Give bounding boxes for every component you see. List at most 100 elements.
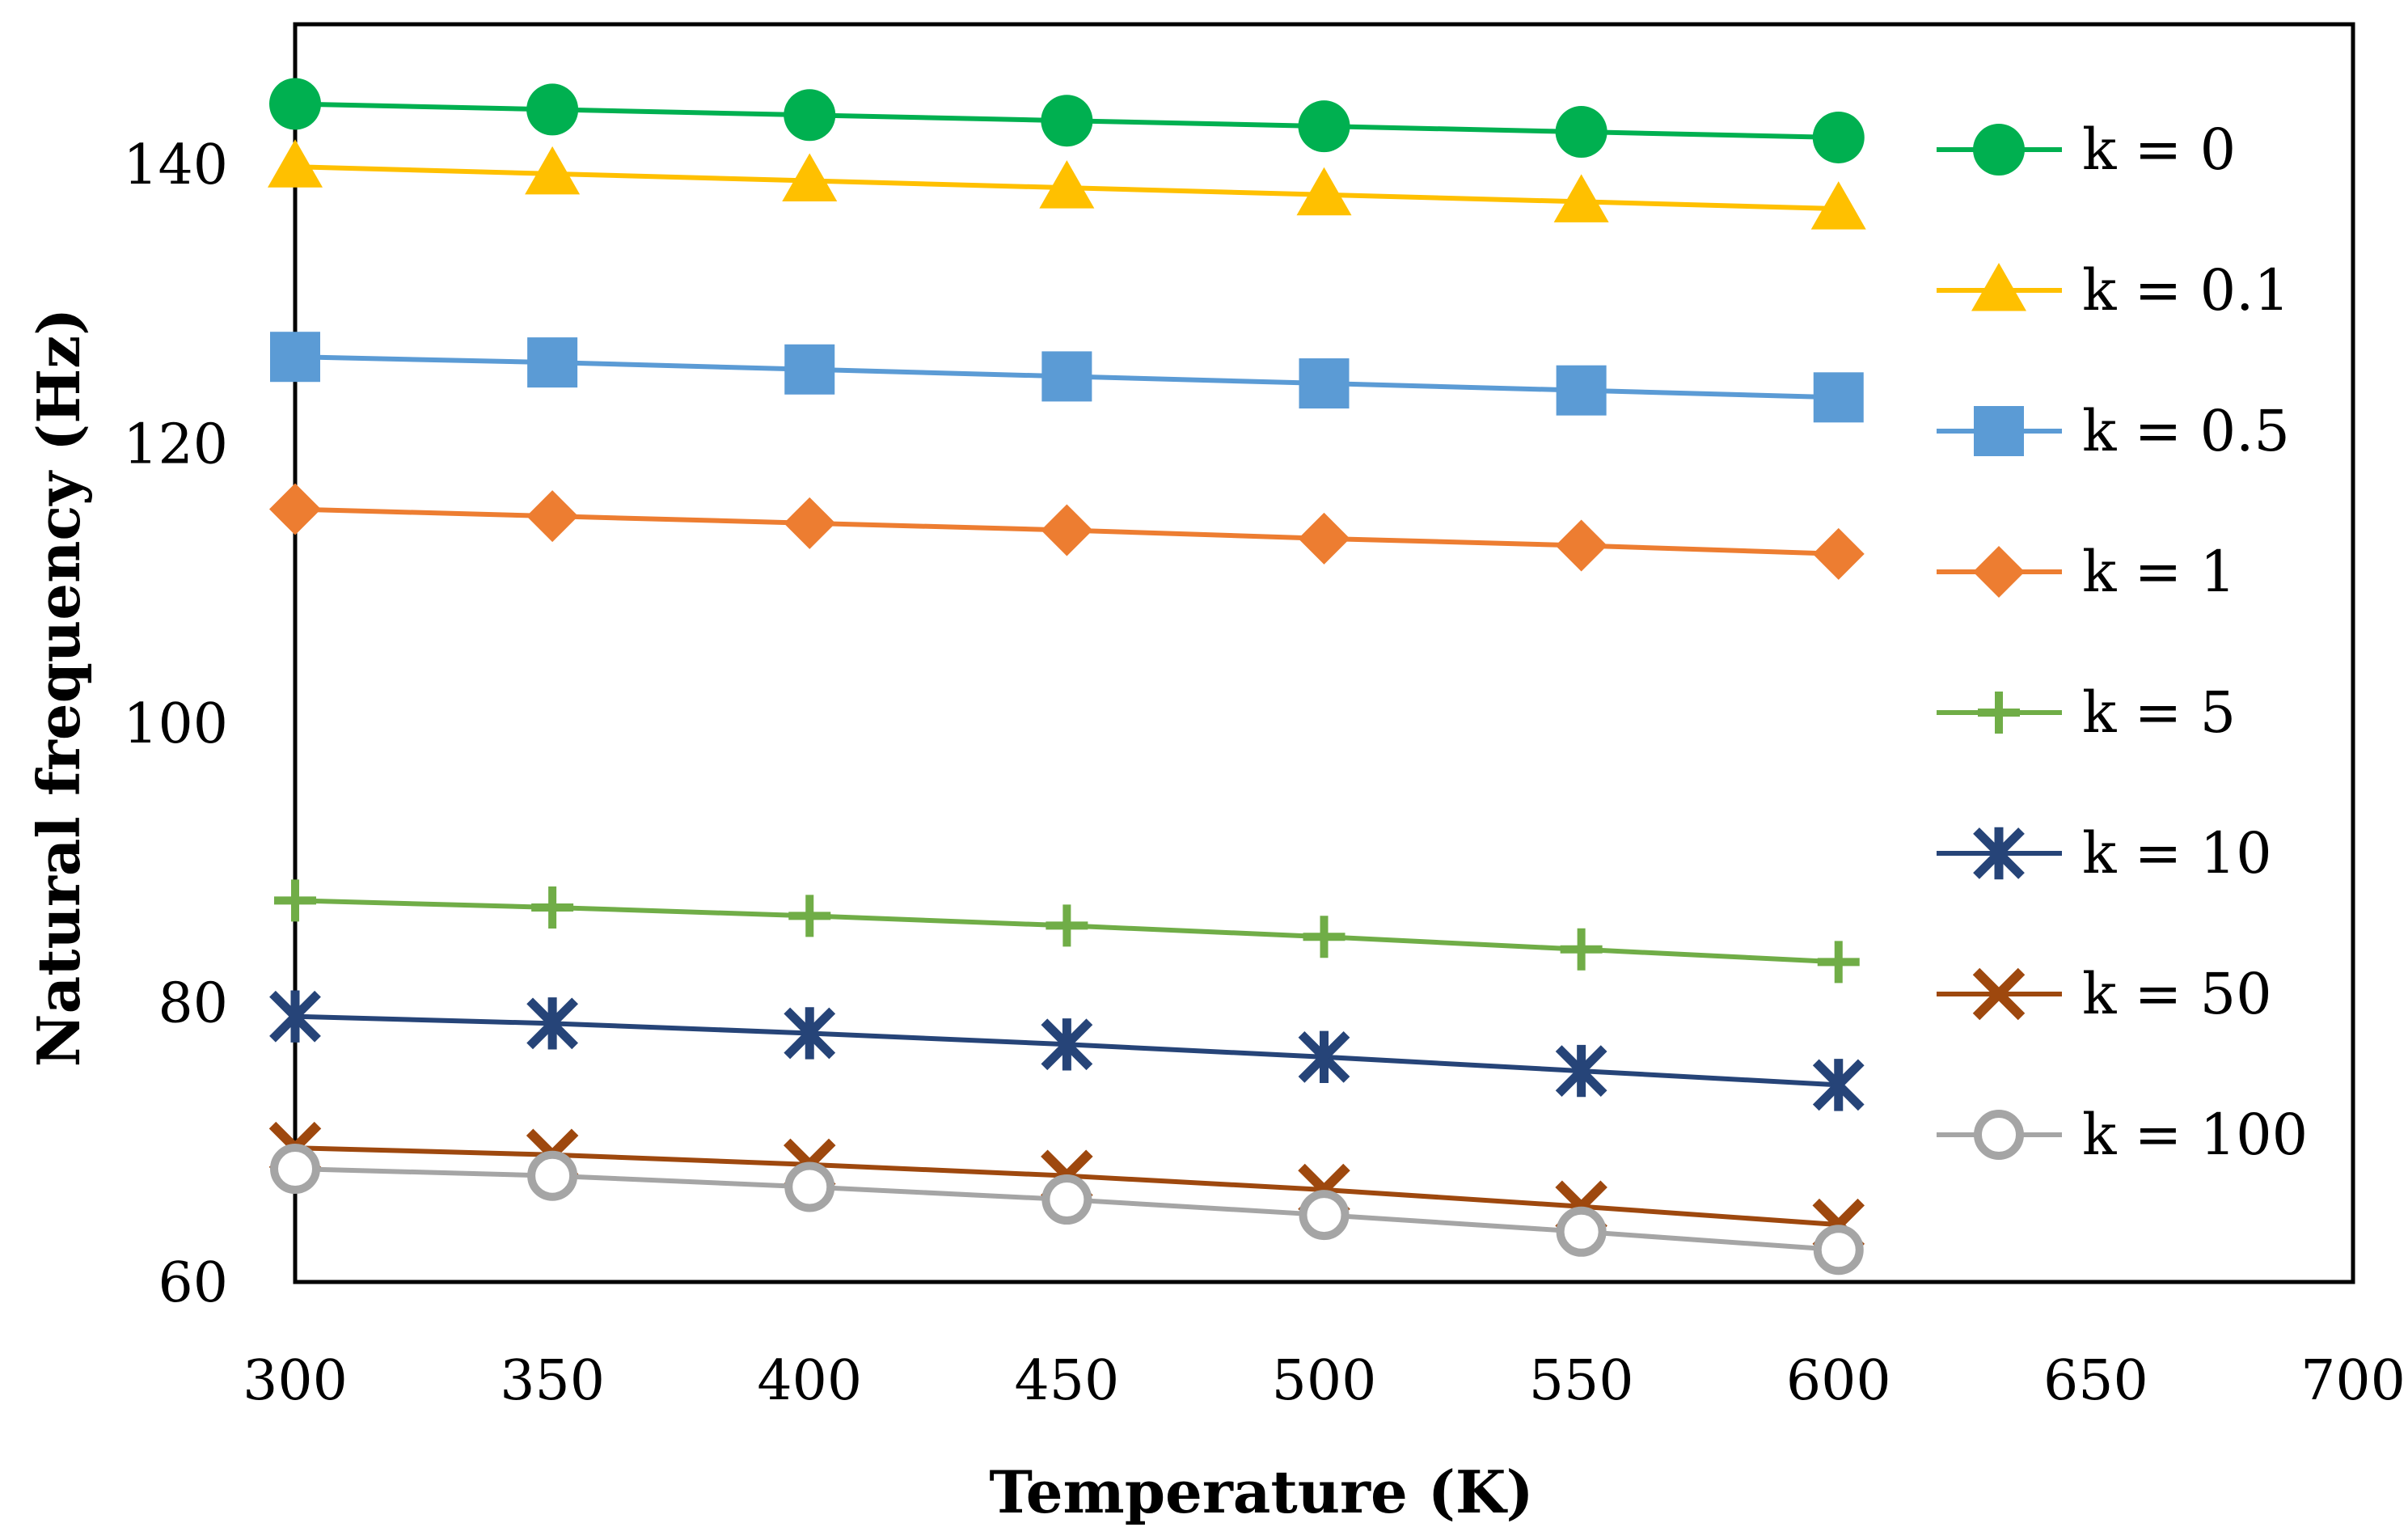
legend-label: k = 0.5 [2082,398,2290,464]
data-point [526,83,579,136]
x-tick-labels: 300 350 400 450 500 550 600 650 700 [243,1349,2406,1413]
series-k0-1 [268,139,1866,230]
data-point [1298,512,1350,565]
data-point [1303,916,1346,958]
data-point [1039,160,1095,209]
data-point [1972,967,2026,1021]
data-point [527,337,578,388]
data-point [784,1161,835,1212]
data-point [1813,372,1864,423]
legend-label: k = 50 [2082,961,2272,1027]
legend-label: k = 10 [2082,820,2272,886]
x-tick-label: 350 [500,1349,605,1413]
y-tick-label: 100 [123,692,228,756]
y-tick-label: 140 [123,133,228,197]
data-point [1812,1059,1865,1111]
data-point [1813,1225,1864,1276]
data-point [784,344,835,395]
data-point [1974,406,2024,456]
legend-label: k = 5 [2082,679,2236,746]
data-point [1296,167,1352,216]
series-k100 [270,1144,1864,1276]
y-tick-label: 120 [123,412,228,476]
x-tick-label: 550 [1529,1349,1634,1413]
series-k5 [274,879,1860,984]
data-point [782,153,838,202]
data-point [1041,1174,1092,1225]
y-tick-label: 80 [158,971,228,1035]
legend-item: k = 5 [1937,679,2236,746]
data-point [526,997,579,1050]
data-point [270,1144,320,1195]
data-point [1555,1044,1607,1098]
data-point [1812,111,1865,163]
data-point [784,1007,836,1060]
data-point [1817,941,1860,984]
legend: k = 0 k = 0.1 k = 0.5 k = 1 k = 5 k = 10 k = 5… [1937,116,2308,1168]
x-tick-label: 300 [243,1349,348,1413]
data-point [270,332,320,383]
series-k1 [269,483,1865,580]
data-point [1298,100,1350,153]
data-point [269,990,321,1043]
data-point [1299,1190,1350,1241]
data-point [1812,527,1865,580]
legend-item: k = 50 [1937,961,2272,1027]
data-point [1555,519,1607,572]
data-point [531,886,574,929]
data-point [1299,358,1350,409]
data-point [788,895,831,937]
data-point [1973,827,2025,880]
series-k0 [269,78,1865,163]
legend-item: k = 0.1 [1937,257,2290,324]
data-point [1560,928,1603,971]
legend-label: k = 1 [2082,539,2236,605]
y-axis-title: Natural frequency (Hz) [24,308,93,1067]
data-point [1553,174,1609,222]
data-point [1978,692,2020,734]
data-point [1298,1030,1350,1084]
data-point [784,89,836,142]
legend-item: k = 10 [1937,820,2272,886]
legend-item: k = 100 [1937,1102,2308,1168]
data-point [784,497,836,549]
series-k0-5 [270,332,1864,423]
data-point [1973,124,2025,176]
data-point [525,146,581,195]
data-point [1556,1206,1607,1257]
y-tick-label: 60 [158,1251,228,1315]
data-point [526,490,579,543]
x-tick-label: 700 [2300,1349,2406,1413]
x-tick-label: 400 [757,1349,862,1413]
series-layer [268,78,1866,1276]
data-point [1556,365,1607,416]
data-point [1041,1018,1093,1071]
data-point [1041,504,1093,556]
data-point [527,1150,578,1201]
data-point [1973,546,2025,598]
data-point [1041,351,1092,402]
legend-item: k = 0.5 [1937,398,2290,464]
legend-label: k = 0.1 [2082,257,2290,324]
x-tick-label: 450 [1014,1349,1119,1413]
data-point [1810,181,1866,230]
data-point [1041,95,1093,147]
x-tick-label: 500 [1272,1349,1377,1413]
y-tick-labels: 60 80 100 120 140 [123,133,228,1315]
data-point [1974,1110,2024,1160]
x-tick-label: 650 [2043,1349,2148,1413]
data-point [1971,263,2026,311]
data-point [269,78,321,130]
data-point [274,879,316,922]
legend-label: k = 0 [2082,116,2236,183]
data-point [1555,106,1607,159]
data-point [268,139,323,188]
series-k10 [269,990,1865,1111]
legend-label: k = 100 [2082,1102,2308,1168]
data-point [1046,904,1088,947]
legend-item: k = 1 [1937,539,2236,605]
x-axis-title: Temperature (K) [989,1458,1533,1526]
legend-item: k = 0 [1937,116,2236,183]
